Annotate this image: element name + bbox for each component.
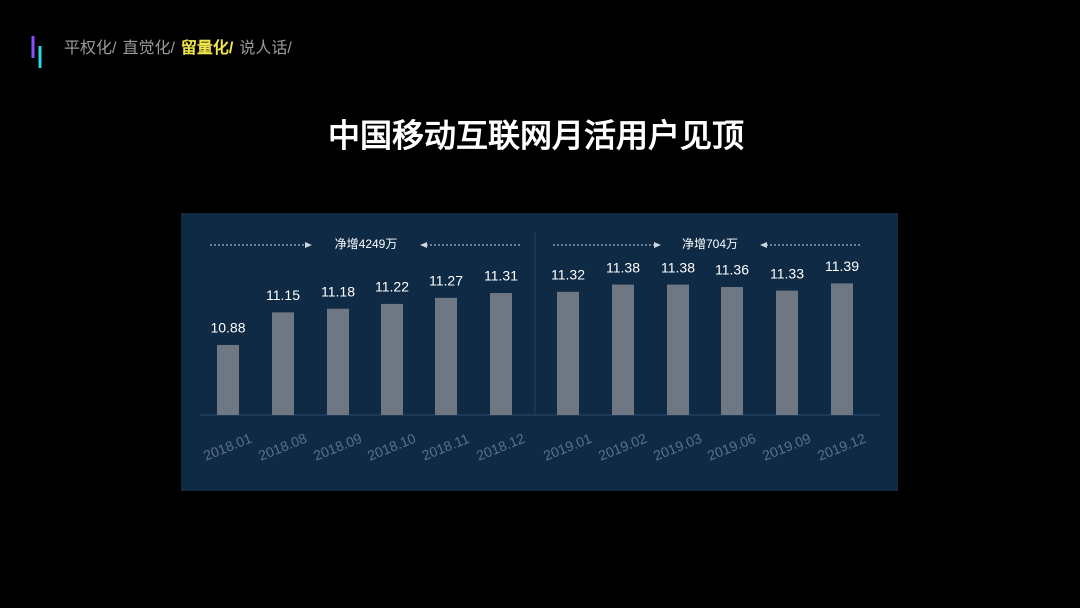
annotation: 净增704万 xyxy=(682,237,738,251)
arrowhead xyxy=(760,242,767,248)
arrowhead xyxy=(305,242,312,248)
nav-item: 直觉化/ xyxy=(122,39,175,57)
value-label: 11.22 xyxy=(375,279,409,295)
bar xyxy=(557,291,579,415)
bar xyxy=(272,312,294,415)
value-label: 11.15 xyxy=(266,287,300,303)
value-label: 11.33 xyxy=(770,265,804,281)
value-label: 11.27 xyxy=(429,273,463,289)
arrowhead xyxy=(654,242,661,248)
value-label: 11.31 xyxy=(484,268,518,284)
value-label: 11.38 xyxy=(606,259,640,275)
value-label: 11.36 xyxy=(715,262,749,278)
value-label: 11.39 xyxy=(825,258,859,274)
annotation: 净增4249万 xyxy=(335,237,398,251)
value-label: 10.88 xyxy=(210,320,245,336)
bar xyxy=(217,344,239,415)
bar xyxy=(612,284,634,415)
value-label: 11.38 xyxy=(661,259,695,275)
bar xyxy=(490,293,512,415)
arrows xyxy=(210,242,862,248)
breadcrumb: 平权化/直觉化/留量化/说人话/ xyxy=(64,38,292,57)
bar xyxy=(327,308,349,415)
bar xyxy=(381,303,403,415)
value-label: 11.32 xyxy=(551,267,585,283)
nav-item: 说人话/ xyxy=(239,39,292,57)
bar xyxy=(776,290,798,415)
bar xyxy=(435,297,457,415)
bar xyxy=(667,284,689,415)
chart-title: 中国移动互联网月活用户见顶 xyxy=(328,117,744,153)
value-label: 11.18 xyxy=(321,283,355,299)
bar xyxy=(831,283,853,415)
nav-item: 平权化/ xyxy=(64,39,117,57)
arrowhead xyxy=(420,242,427,248)
bar xyxy=(721,286,743,415)
nav-item: 留量化/ xyxy=(181,38,234,57)
